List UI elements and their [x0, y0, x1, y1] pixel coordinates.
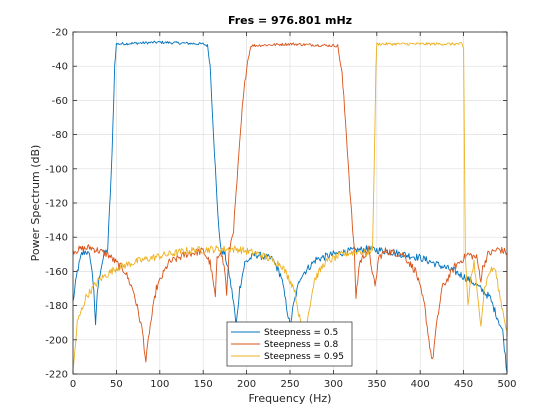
legend-label-0: Steepness = 0.5 [264, 328, 338, 338]
x-tick-label: 500 [497, 379, 516, 390]
y-tick-label: -20 [52, 28, 68, 39]
ticks: 0 50 100 150 200 250 300 350 400 450 500 -220 -200 -1… [45, 28, 516, 391]
x-tick-label: 50 [110, 379, 123, 390]
x-tick-label: 300 [324, 379, 343, 390]
x-tick-label: 450 [454, 379, 473, 390]
y-tick-label: -120 [45, 199, 68, 210]
x-tick-label: 400 [411, 379, 430, 390]
series-line-1 [72, 42, 508, 363]
legend: Steepness = 0.5 Steepness = 0.8 Steepnes… [226, 321, 353, 367]
y-tick-label: -100 [45, 164, 68, 175]
y-tick-label: -140 [45, 233, 68, 244]
x-tick-label: 350 [367, 379, 386, 390]
y-tick-label: -220 [45, 370, 68, 381]
y-tick-label: -200 [45, 335, 68, 346]
y-tick-label: -80 [52, 130, 68, 141]
y-tick-label: -60 [52, 96, 68, 107]
y-tick-label: -160 [45, 267, 68, 278]
x-tick-label: 150 [194, 379, 213, 390]
legend-label-2: Steepness = 0.95 [264, 352, 344, 362]
x-tick-label: 200 [237, 379, 256, 390]
legend-label-1: Steepness = 0.8 [264, 340, 338, 350]
y-tick-label: -40 [52, 62, 68, 73]
x-tick-label: 0 [70, 379, 76, 390]
chart-title: Fres = 976.801 mHz [228, 14, 352, 27]
x-tick-label: 100 [150, 379, 169, 390]
x-tick-label: 250 [280, 379, 299, 390]
y-tick-label: -180 [45, 301, 68, 312]
x-axis-title: Frequency (Hz) [249, 392, 332, 405]
y-axis-title: Power Spectrum (dB) [29, 145, 42, 262]
series-line-2 [72, 42, 508, 371]
